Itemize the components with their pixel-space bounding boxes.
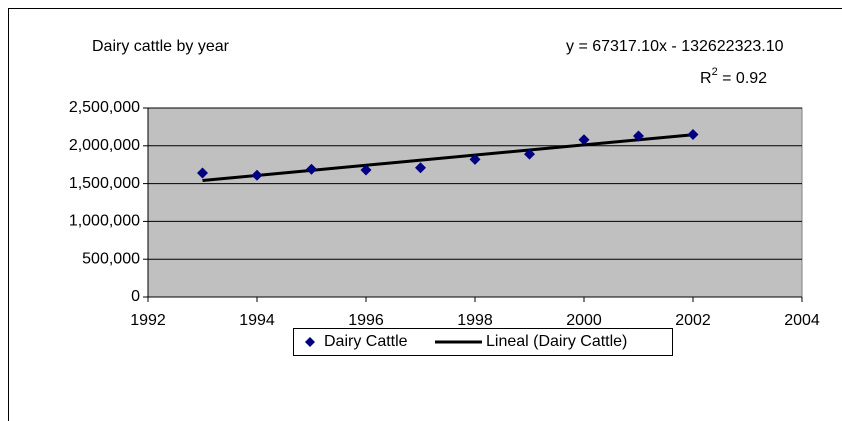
data-point — [306, 163, 317, 175]
data-point — [197, 167, 208, 179]
trendline — [202, 133, 694, 183]
x-tick-label: 1998 — [457, 312, 493, 329]
y-tick-label: 1,500,000 — [69, 175, 140, 192]
y-tick-label: 2,500,000 — [69, 99, 140, 116]
x-tick-label: 1996 — [348, 312, 384, 329]
data-point — [687, 128, 699, 140]
plot-area — [147, 107, 803, 298]
data-point — [524, 148, 535, 160]
data-point — [578, 134, 590, 146]
y-tick-label: 2,000,000 — [69, 137, 140, 154]
y-tick-label: 0 — [131, 288, 140, 305]
r-exponent: 2 — [712, 66, 718, 78]
legend-marker — [305, 337, 315, 347]
y-tick-label: 1,000,000 — [69, 213, 140, 230]
chart-title: Dairy cattle by year — [92, 38, 230, 55]
x-tick-label: 2002 — [675, 312, 711, 329]
r-value: = 0.92 — [718, 70, 767, 87]
trend-equation: y = 67317.10x - 132622323.10 — [566, 38, 784, 55]
legend-label: Lineal (Dairy Cattle) — [486, 333, 627, 350]
data-point — [251, 169, 263, 181]
x-tick-label: 2004 — [784, 312, 820, 329]
legend-box — [293, 328, 673, 356]
data-point — [469, 153, 481, 165]
x-tick-label: 1992 — [130, 312, 166, 329]
data-point — [415, 162, 426, 174]
x-tick-label: 1994 — [239, 312, 275, 329]
y-tick-label: 500,000 — [82, 250, 140, 267]
x-tick-label: 2000 — [566, 312, 602, 329]
r-symbol: R — [700, 70, 712, 87]
r-squared: R2 = 0.92 — [700, 66, 767, 87]
data-point — [360, 164, 372, 176]
data-point — [633, 130, 644, 142]
legend-label: Dairy Cattle — [324, 333, 408, 350]
